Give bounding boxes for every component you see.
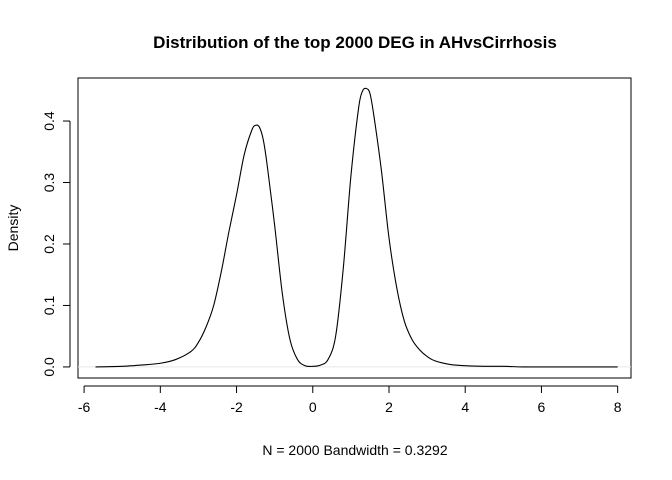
plot-frame: [77, 77, 632, 379]
x-tick-label: 2: [385, 399, 393, 415]
chart-title: Distribution of the top 2000 DEG in AHvs…: [153, 33, 557, 52]
y-axis-label: Density: [5, 205, 21, 252]
x-tick-label: 0: [309, 399, 317, 415]
x-tick-label: 4: [461, 399, 469, 415]
y-axis: 0.0 0.1 0.2 0.3 0.4: [41, 111, 71, 377]
density-curve: [95, 87, 618, 368]
x-tick-label: -4: [154, 399, 167, 415]
x-tick-label: 8: [614, 399, 622, 415]
x-axis-label: N = 2000 Bandwidth = 0.3292: [262, 442, 447, 458]
y-tick-label: 0.2: [41, 234, 57, 254]
x-tick-label: -2: [230, 399, 243, 415]
y-tick-label: 0.1: [41, 296, 57, 316]
x-tick-label: -6: [78, 399, 91, 415]
x-axis: -6 -4 -2 0 2 4 6 8: [78, 385, 622, 415]
y-tick-label: 0.4: [41, 111, 57, 131]
x-tick-label: 6: [538, 399, 546, 415]
y-tick-label: 0.0: [41, 357, 57, 377]
y-tick-label: 0.3: [41, 173, 57, 193]
